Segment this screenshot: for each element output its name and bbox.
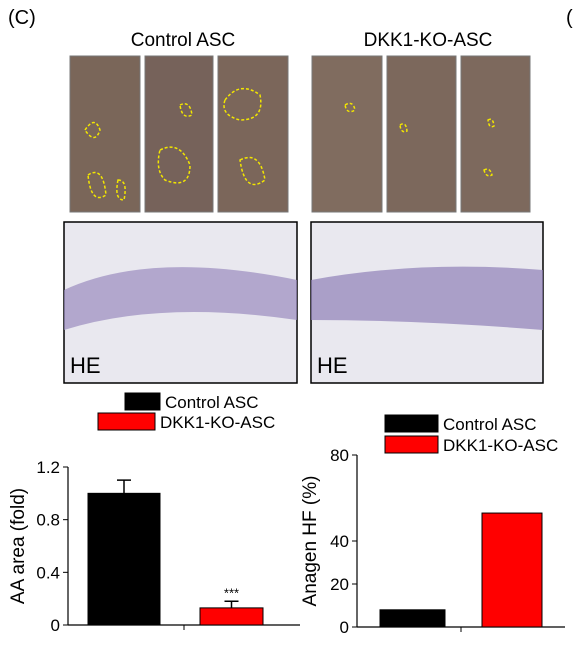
lesion-outlines xyxy=(84,87,495,201)
panel-label: (C) xyxy=(8,7,36,29)
bar xyxy=(481,512,543,628)
bar xyxy=(199,607,264,626)
tissue xyxy=(311,266,543,330)
group-label: DKK1-KO-ASC xyxy=(364,30,493,51)
y-tick-label: 80 xyxy=(330,446,349,465)
bar xyxy=(379,609,446,628)
y-tick-label: 0 xyxy=(340,618,349,637)
legend-swatch xyxy=(384,414,439,433)
stain-label: HE xyxy=(70,353,101,378)
error-bar xyxy=(224,600,239,608)
legend-swatch xyxy=(384,435,439,454)
bar xyxy=(87,492,161,626)
next-panel-label: ( xyxy=(566,7,573,29)
legend-label: Control ASC xyxy=(165,393,259,412)
mouse-photos xyxy=(69,55,531,213)
y-tick-label: 0.4 xyxy=(36,563,60,582)
legend-label: Control ASC xyxy=(443,415,537,434)
significance-label: *** xyxy=(224,585,239,600)
y-tick-label: 40 xyxy=(330,532,349,551)
legend-label: DKK1-KO-ASC xyxy=(160,413,275,432)
y-tick-label: 0 xyxy=(51,616,60,635)
tissue xyxy=(64,267,297,330)
legend-swatch xyxy=(124,392,161,411)
y-tick-label: 20 xyxy=(330,575,349,594)
legend-label: DKK1-KO-ASC xyxy=(443,436,558,455)
error-bar xyxy=(117,479,131,494)
stain-label: HE xyxy=(317,353,348,378)
y-tick-label: 1.2 xyxy=(36,458,60,477)
y-axis-label: Anagen HF (%) xyxy=(300,476,321,607)
group-label: Control ASC xyxy=(131,30,236,51)
legend-swatch xyxy=(97,412,156,431)
y-axis-label: AA area (fold) xyxy=(8,488,29,604)
y-tick-label: 0.8 xyxy=(36,511,60,530)
